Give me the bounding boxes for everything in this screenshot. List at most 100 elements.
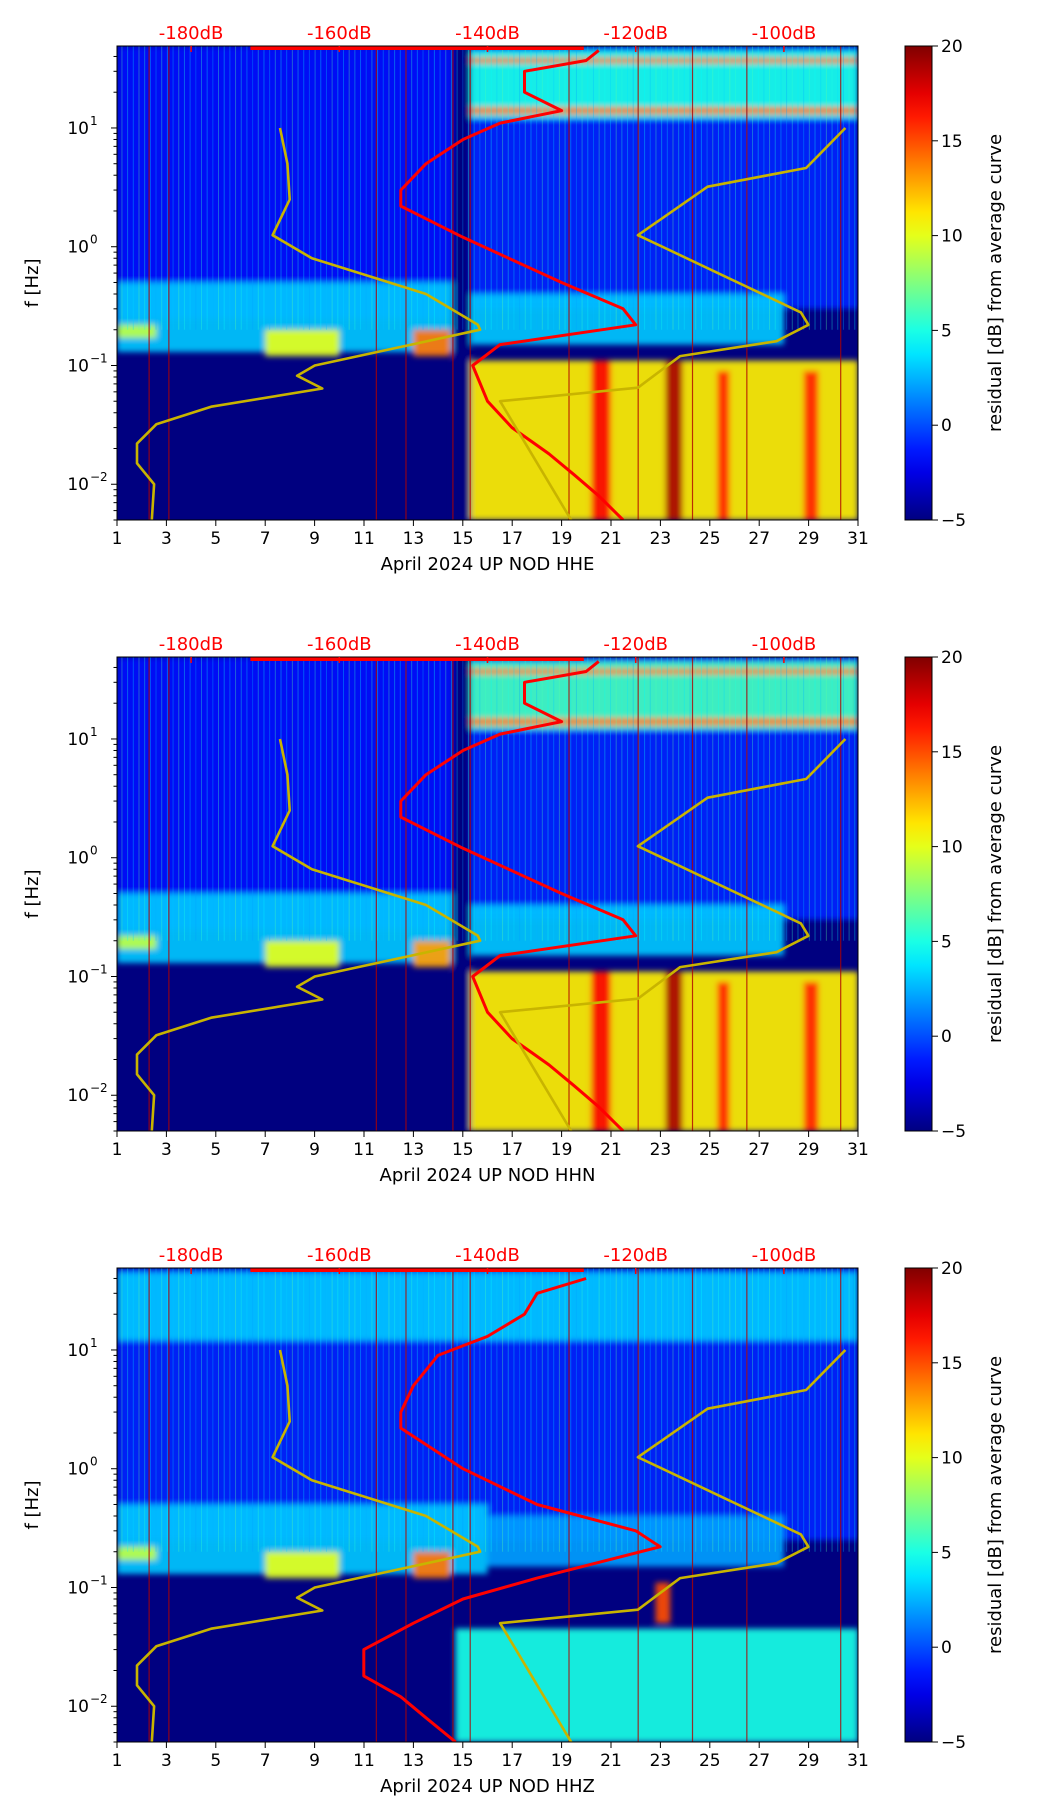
y-axis-label: f [Hz] [22, 258, 43, 307]
colorbar-tick-label: 10 [941, 227, 963, 247]
plot-area [117, 1268, 858, 1742]
y-tick-label: 10 [67, 356, 89, 376]
heatmap-cell [117, 657, 453, 930]
heatmap-cell [470, 971, 858, 1131]
x-tick-label: 15 [452, 1751, 474, 1771]
colorbar-tick-label: 20 [941, 37, 963, 57]
colorbar [904, 1267, 933, 1743]
x-axis-label: April 2024 UP NOD HHN [380, 1165, 596, 1186]
top-db-label: -100dB [752, 634, 817, 655]
x-tick-label: 13 [403, 529, 425, 549]
y-tick-label: 10 [67, 967, 89, 987]
colorbar-tick-label: 15 [941, 132, 963, 152]
top-db-label: -100dB [752, 1245, 817, 1266]
x-tick-label: 31 [847, 1751, 869, 1771]
x-tick-label: 27 [748, 1751, 770, 1771]
x-tick-label: 15 [452, 1140, 474, 1160]
low-noise-model-line [135, 1349, 482, 1742]
top-db-label: -140dB [455, 1245, 520, 1266]
x-axis-label: April 2024 UP NOD HHE [381, 554, 595, 575]
x-tick-label: 29 [798, 529, 820, 549]
x-tick-label: 3 [161, 1751, 172, 1771]
colorbar-tick-label: 10 [941, 838, 963, 858]
top-db-label: -140dB [455, 23, 520, 44]
colorbar-tick-label: 15 [941, 743, 963, 763]
x-tick-label: 11 [353, 529, 375, 549]
y-tick-label: 10 [67, 238, 89, 258]
top-db-label: -120dB [603, 1245, 668, 1266]
colorbar [904, 45, 933, 521]
heatmap-cell [117, 46, 453, 319]
x-tick-label: 29 [798, 1751, 820, 1771]
x-tick-label: 25 [699, 1751, 721, 1771]
average-curve-line [362, 1277, 662, 1742]
x-tick-label: 17 [501, 529, 523, 549]
top-db-label: -140dB [455, 634, 520, 655]
heatmap-cell [470, 718, 858, 726]
x-tick-label: 19 [551, 1140, 573, 1160]
heatmap-cell [591, 971, 611, 1131]
y-tick-label: 10 [67, 1697, 89, 1717]
y-tick-exponent: −2 [90, 1692, 108, 1706]
y-axis-label: f [Hz] [22, 869, 43, 918]
y-tick-exponent: 1 [90, 1336, 98, 1350]
x-tick-label: 11 [353, 1140, 375, 1160]
x-tick-label: 5 [210, 1751, 221, 1771]
colorbar-tick-label: −5 [941, 511, 966, 531]
x-tick-label: 17 [501, 1751, 523, 1771]
average-curve-line [399, 660, 638, 1131]
top-db-label: -120dB [603, 23, 668, 44]
heatmap-cell [665, 971, 683, 1131]
heatmap-cell [591, 360, 611, 520]
top-db-label: -180dB [159, 1245, 224, 1266]
heatmap-cell [470, 107, 858, 115]
colorbar-tick-label: 5 [941, 1543, 952, 1563]
x-tick-label: 7 [260, 1751, 271, 1771]
heatmap-cell [265, 940, 340, 968]
heatmap-cell [455, 1628, 858, 1742]
colorbar-tick-label: 5 [941, 932, 952, 952]
x-tick-label: 5 [210, 1140, 221, 1160]
heatmap-cell [265, 1551, 340, 1579]
top-db-label: -100dB [752, 23, 817, 44]
x-tick-label: 3 [161, 1140, 172, 1160]
y-tick-exponent: 1 [90, 725, 98, 739]
high-noise-model-line [498, 1349, 847, 1742]
x-tick-label: 9 [309, 1751, 320, 1771]
plot-area [117, 657, 858, 1131]
x-tick-label: 27 [748, 529, 770, 549]
heatmap [117, 46, 858, 520]
colorbar-tick-label: 20 [941, 1259, 963, 1279]
top-db-label: -180dB [159, 634, 224, 655]
heatmap-cell [803, 370, 819, 520]
high-noise-model-line [498, 738, 847, 1131]
x-tick-label: 7 [260, 1140, 271, 1160]
colorbar-label: residual [dB] from average curve [985, 134, 1006, 432]
x-tick-label: 29 [798, 1140, 820, 1160]
y-tick-label: 10 [67, 119, 89, 139]
y-tick-exponent: −1 [90, 351, 108, 365]
colorbar-tick-label: 15 [941, 1354, 963, 1374]
heatmap-cell [470, 904, 784, 956]
x-tick-label: 1 [112, 529, 123, 549]
heatmap-cell [470, 57, 858, 64]
x-tick-label: 13 [403, 1751, 425, 1771]
x-tick-label: 23 [650, 1140, 672, 1160]
x-tick-label: 7 [260, 529, 271, 549]
x-tick-label: 21 [600, 529, 622, 549]
heatmap-cell [265, 329, 340, 357]
y-tick-exponent: −2 [90, 470, 108, 484]
y-tick-label: 10 [67, 1578, 89, 1598]
top-db-label: -180dB [159, 23, 224, 44]
y-axis-label: f [Hz] [22, 1480, 43, 1529]
y-tick-label: 10 [67, 730, 89, 750]
y-tick-exponent: −1 [90, 1573, 108, 1587]
top-db-label: -160dB [307, 23, 372, 44]
colorbar-tick-label: 5 [941, 321, 952, 341]
plot-area [117, 46, 858, 520]
x-tick-label: 23 [650, 1751, 672, 1771]
heatmap-cell [117, 324, 157, 339]
